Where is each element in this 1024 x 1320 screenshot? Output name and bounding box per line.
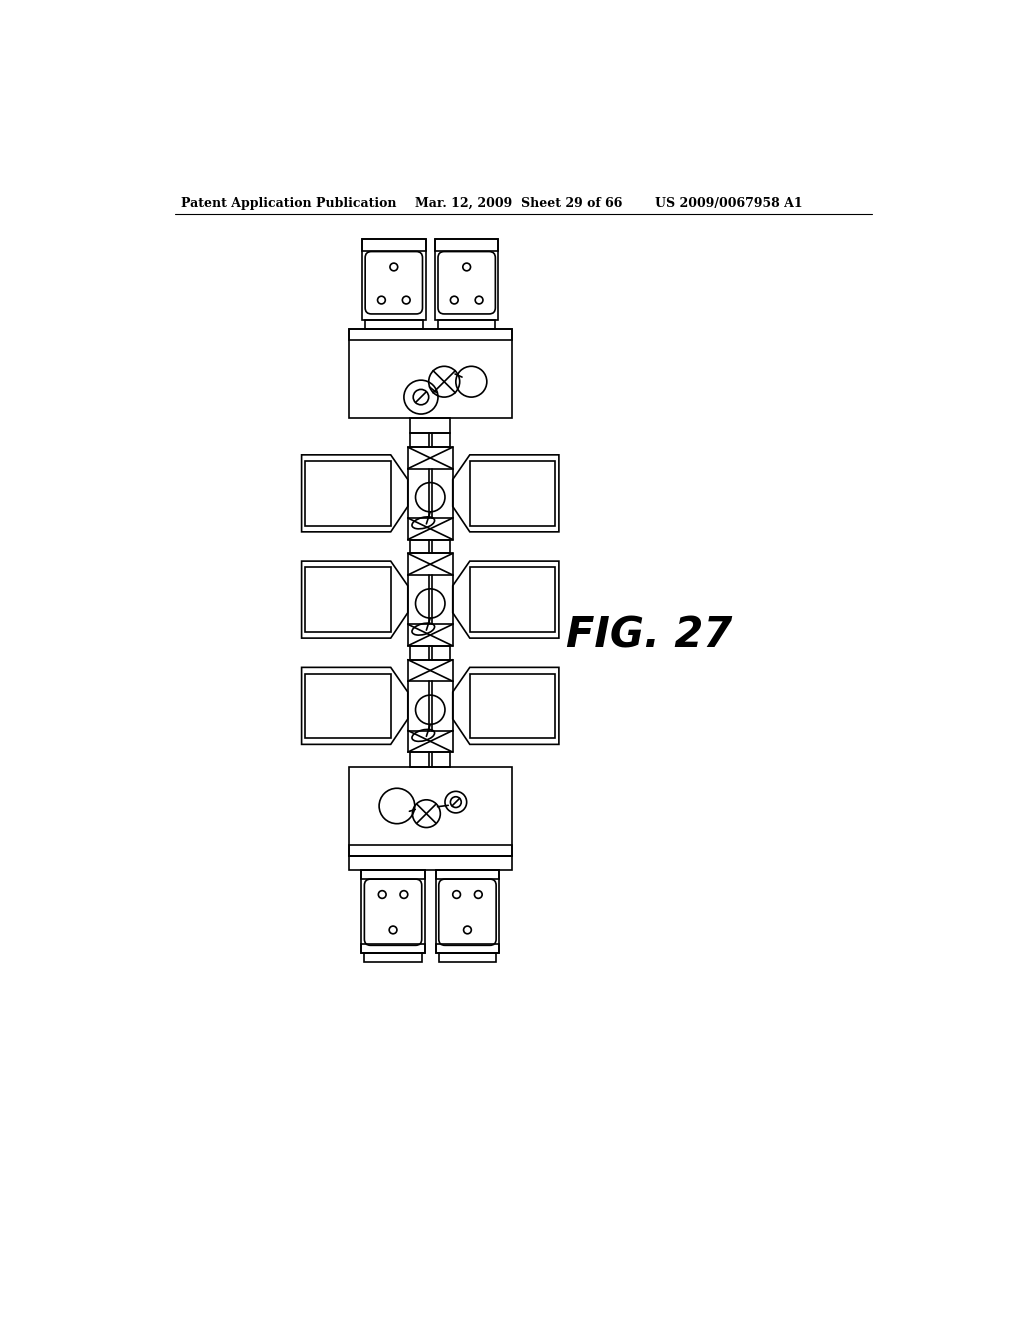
Bar — [435, 870, 500, 953]
Bar — [361, 944, 425, 953]
Bar — [438, 321, 496, 330]
Text: Patent Application Publication: Patent Application Publication — [180, 197, 396, 210]
Bar — [435, 870, 500, 879]
Bar — [435, 944, 500, 953]
Text: FIG. 27: FIG. 27 — [566, 615, 732, 657]
Text: Mar. 12, 2009  Sheet 29 of 66: Mar. 12, 2009 Sheet 29 of 66 — [415, 197, 623, 210]
Bar — [365, 953, 422, 962]
Bar — [408, 553, 453, 576]
Bar — [408, 660, 453, 681]
Bar — [305, 568, 391, 632]
Bar — [438, 953, 496, 962]
Bar — [349, 767, 512, 855]
Text: US 2009/0067958 A1: US 2009/0067958 A1 — [655, 197, 803, 210]
Bar — [410, 433, 451, 447]
Bar — [362, 239, 426, 321]
Bar — [410, 645, 451, 660]
Bar — [361, 870, 425, 953]
Bar — [361, 870, 425, 879]
Bar — [410, 540, 451, 553]
Bar — [349, 845, 512, 855]
Bar — [470, 568, 555, 632]
Bar — [349, 855, 512, 870]
Bar — [408, 447, 453, 469]
Bar — [349, 330, 512, 418]
Bar — [470, 673, 555, 738]
Bar — [349, 330, 512, 341]
Bar — [366, 321, 423, 330]
Bar — [305, 673, 391, 738]
Bar — [408, 730, 453, 752]
Bar — [408, 624, 453, 645]
Bar — [470, 461, 555, 525]
Bar — [305, 461, 391, 525]
Bar — [435, 239, 499, 321]
Bar — [410, 752, 451, 767]
Bar — [408, 517, 453, 540]
Bar — [362, 239, 426, 251]
Bar — [435, 239, 499, 251]
Bar — [410, 418, 451, 433]
